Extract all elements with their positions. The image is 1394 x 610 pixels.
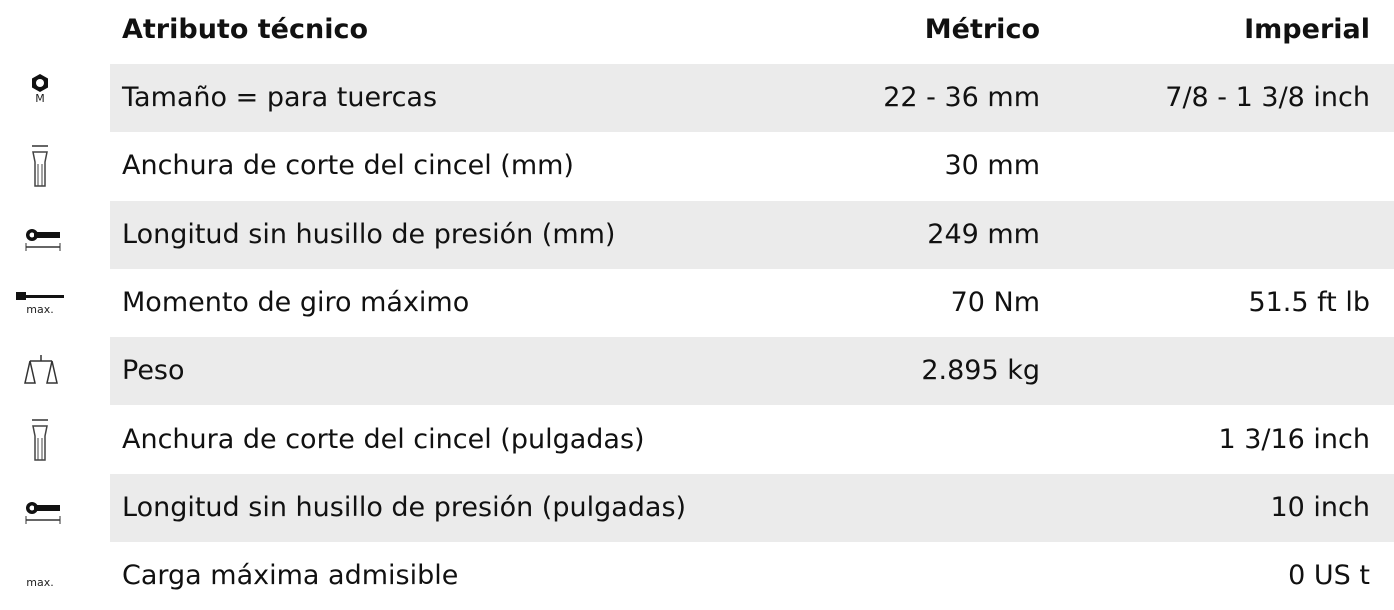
table-cell: Anchura de corte del cincel (pulgadas) bbox=[122, 423, 645, 455]
header-row: Atributo técnico Métrico Imperial bbox=[0, 0, 1394, 64]
icon-label: max. bbox=[26, 576, 53, 589]
table-cell: 0 US t bbox=[1288, 560, 1370, 592]
table-cell: 1 3/16 inch bbox=[1218, 423, 1370, 455]
row-background bbox=[110, 473, 1394, 542]
row-background bbox=[110, 64, 1394, 132]
table-cell: 7/8 - 1 3/8 inch bbox=[1165, 82, 1370, 113]
header-cell: Métrico bbox=[924, 14, 1040, 45]
header-cell: Imperial bbox=[1244, 14, 1370, 45]
table-row: Longitud sin husillo de presión (pulgada… bbox=[0, 473, 1394, 542]
header-cell: Atributo técnico bbox=[122, 14, 369, 45]
table-cell: Anchura de corte del cincel (mm) bbox=[122, 150, 574, 182]
row-icon bbox=[25, 501, 61, 524]
row-icon bbox=[32, 418, 48, 461]
table-cell: 51.5 ft lb bbox=[1248, 286, 1370, 318]
table-cell: 2.895 kg bbox=[921, 355, 1040, 387]
table-cell: Longitud sin husillo de presión (pulgada… bbox=[122, 491, 687, 523]
table-cell: 70 Nm bbox=[950, 286, 1040, 318]
table-cell: Peso bbox=[122, 355, 185, 387]
table-row: Anchura de corte del cincel (mm) 30 mm bbox=[0, 132, 1394, 200]
row-icon: max. bbox=[26, 576, 53, 589]
table-row: M Tamaño = para tuercas 22 - 36 mm 7/8 - 1 … bbox=[0, 64, 1394, 132]
page: Atributo técnico Métrico Imperial M Tamañ… bbox=[0, 0, 1394, 592]
table-cell: Carga máxima admisible bbox=[122, 560, 459, 592]
table-cell: 30 mm bbox=[944, 150, 1040, 182]
row-icon bbox=[24, 355, 58, 384]
table-cell: 22 - 36 mm bbox=[883, 82, 1040, 113]
table-cell: 10 inch bbox=[1270, 491, 1370, 523]
row-icon: max. bbox=[16, 291, 64, 316]
table-cell: Longitud sin husillo de presión (mm) bbox=[122, 218, 616, 250]
table-row: max. Carga máxima admisible 0 US t bbox=[0, 542, 1394, 610]
table-row: max. Momento de giro máximo 70 Nm 51.5 ft l… bbox=[0, 269, 1394, 337]
table-cell: Tamaño = para tuercas bbox=[122, 82, 438, 113]
table-cell: 249 mm bbox=[927, 218, 1040, 250]
icon-label: max. bbox=[26, 303, 53, 316]
row-background bbox=[110, 200, 1394, 269]
table-cell: Momento de giro máximo bbox=[122, 286, 470, 318]
row-icon: M bbox=[32, 74, 48, 105]
icon-label: M bbox=[35, 92, 45, 105]
table-row: Anchura de corte del cincel (pulgadas) 1 … bbox=[0, 406, 1394, 474]
row-icon bbox=[32, 145, 48, 188]
table-row: Peso 2.895 kg bbox=[0, 337, 1394, 406]
table-row: Longitud sin husillo de presión (mm) 249 … bbox=[0, 200, 1394, 269]
row-icon bbox=[25, 228, 61, 251]
row-background bbox=[110, 337, 1394, 406]
